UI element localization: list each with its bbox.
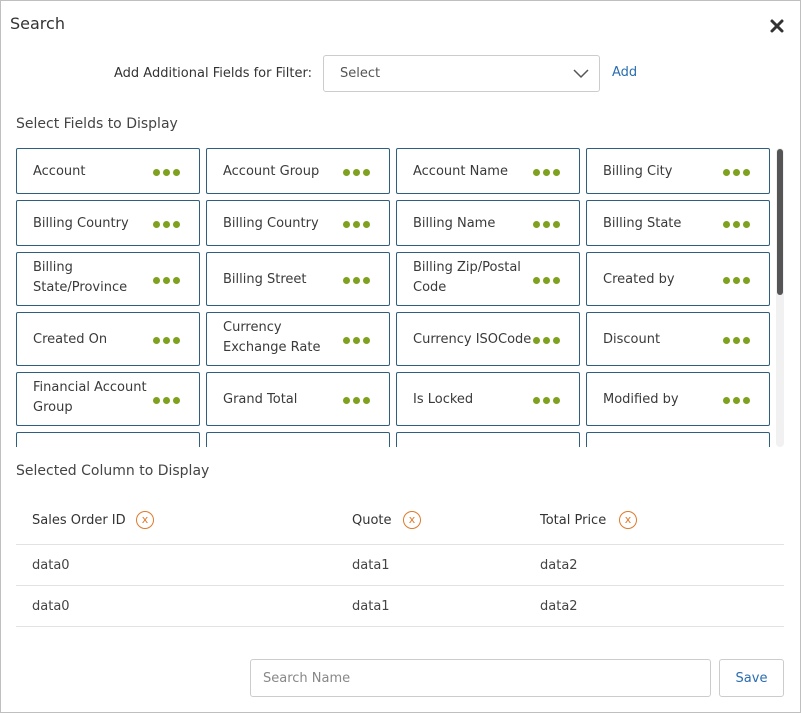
field-label: Financial Account Group — [33, 380, 147, 415]
field-card[interactable] — [206, 432, 390, 447]
selected-section-label: Selected Column to Display — [16, 463, 210, 479]
field-card[interactable] — [396, 432, 580, 447]
field-label: Account Group — [223, 164, 320, 179]
field-label: Created On — [33, 332, 108, 347]
more-options-icon[interactable] — [153, 276, 181, 285]
field-card[interactable]: Billing State/Province — [16, 252, 200, 306]
field-card[interactable] — [16, 432, 200, 447]
field-card[interactable]: Is Locked — [396, 372, 580, 426]
field-label: Currency ISOCode — [413, 332, 532, 347]
table-cell: data2 — [540, 558, 578, 573]
fields-scrollbar[interactable] — [776, 148, 784, 447]
field-card[interactable]: Currency Exchange Rate — [206, 312, 390, 366]
chevron-down-icon — [573, 69, 589, 79]
field-label: Account Name — [413, 164, 508, 179]
field-card[interactable] — [586, 432, 770, 447]
field-label: Billing Street — [223, 272, 307, 287]
field-card[interactable]: Created by — [586, 252, 770, 306]
field-card[interactable]: Billing Zip/Postal Code — [396, 252, 580, 306]
field-card[interactable]: Currency ISOCode — [396, 312, 580, 366]
more-options-icon[interactable] — [153, 396, 181, 405]
more-options-icon[interactable] — [723, 220, 751, 229]
field-label: Is Locked — [413, 392, 474, 407]
more-options-icon[interactable] — [723, 336, 751, 345]
filter-label: Add Additional Fields for Filter: — [114, 66, 312, 81]
table-cell: data2 — [540, 599, 578, 614]
save-button[interactable]: Save — [719, 659, 784, 697]
more-options-icon[interactable] — [153, 168, 181, 177]
more-options-icon[interactable] — [533, 220, 561, 229]
field-card[interactable]: Account Group — [206, 148, 390, 194]
field-card[interactable]: Financial Account Group — [16, 372, 200, 426]
close-icon[interactable] — [768, 17, 786, 35]
field-card[interactable]: Created On — [16, 312, 200, 366]
field-label: Created by — [603, 272, 675, 287]
dialog-title: Search — [10, 14, 65, 33]
more-options-icon[interactable] — [343, 276, 371, 285]
field-label: Billing Zip/Postal Code — [413, 260, 521, 295]
field-label: Billing Country — [223, 216, 319, 231]
table-divider — [16, 585, 784, 586]
field-label: Modified by — [603, 392, 679, 407]
select-value: Select — [340, 66, 381, 81]
field-card[interactable]: Account Name — [396, 148, 580, 194]
table-cell: data0 — [32, 558, 70, 573]
more-options-icon[interactable] — [153, 336, 181, 345]
remove-column-sales-order-id[interactable]: x — [136, 511, 154, 529]
more-options-icon[interactable] — [723, 276, 751, 285]
fields-scrollbar-thumb[interactable] — [777, 149, 783, 295]
table-divider — [16, 626, 784, 627]
field-card[interactable]: Discount — [586, 312, 770, 366]
field-card[interactable]: Billing State — [586, 200, 770, 246]
more-options-icon[interactable] — [343, 336, 371, 345]
field-label: Billing State — [603, 216, 682, 231]
more-options-icon[interactable] — [533, 336, 561, 345]
field-label: Billing State/Province — [33, 260, 128, 295]
field-label: Billing City — [603, 164, 673, 179]
field-card[interactable]: Billing City — [586, 148, 770, 194]
fields-section-label: Select Fields to Display — [16, 116, 178, 132]
field-label: Currency Exchange Rate — [223, 320, 321, 355]
field-card[interactable]: Billing Street — [206, 252, 390, 306]
table-divider — [16, 544, 784, 545]
more-options-icon[interactable] — [533, 276, 561, 285]
more-options-icon[interactable] — [723, 396, 751, 405]
more-options-icon[interactable] — [343, 220, 371, 229]
column-header-sales-order-id: Sales Order ID — [32, 513, 126, 528]
search-name-input[interactable] — [250, 659, 711, 697]
fields-grid: Account Account Group Account Name Billing … — [16, 148, 772, 447]
field-label: Billing Name — [413, 216, 496, 231]
field-label: Discount — [603, 332, 661, 347]
more-options-icon[interactable] — [533, 396, 561, 405]
field-label: Account — [33, 164, 86, 179]
table-cell: data0 — [32, 599, 70, 614]
more-options-icon[interactable] — [343, 396, 371, 405]
field-card[interactable]: Grand Total — [206, 372, 390, 426]
remove-column-total-price[interactable]: x — [619, 511, 637, 529]
add-filter-link[interactable]: Add — [612, 65, 638, 80]
filter-field-select[interactable]: Select — [323, 55, 600, 92]
column-header-total-price: Total Price — [540, 513, 607, 528]
field-card[interactable]: Account — [16, 148, 200, 194]
field-label: Grand Total — [223, 392, 298, 407]
column-header-quote: Quote — [352, 513, 392, 528]
field-label: Billing Country — [33, 216, 129, 231]
field-card[interactable]: Billing Country — [206, 200, 390, 246]
more-options-icon[interactable] — [153, 220, 181, 229]
field-card[interactable]: Modified by — [586, 372, 770, 426]
remove-column-quote[interactable]: x — [403, 511, 421, 529]
more-options-icon[interactable] — [533, 168, 561, 177]
field-card[interactable]: Billing Country — [16, 200, 200, 246]
field-card[interactable]: Billing Name — [396, 200, 580, 246]
more-options-icon[interactable] — [723, 168, 751, 177]
table-cell: data1 — [352, 558, 390, 573]
more-options-icon[interactable] — [343, 168, 371, 177]
table-cell: data1 — [352, 599, 390, 614]
